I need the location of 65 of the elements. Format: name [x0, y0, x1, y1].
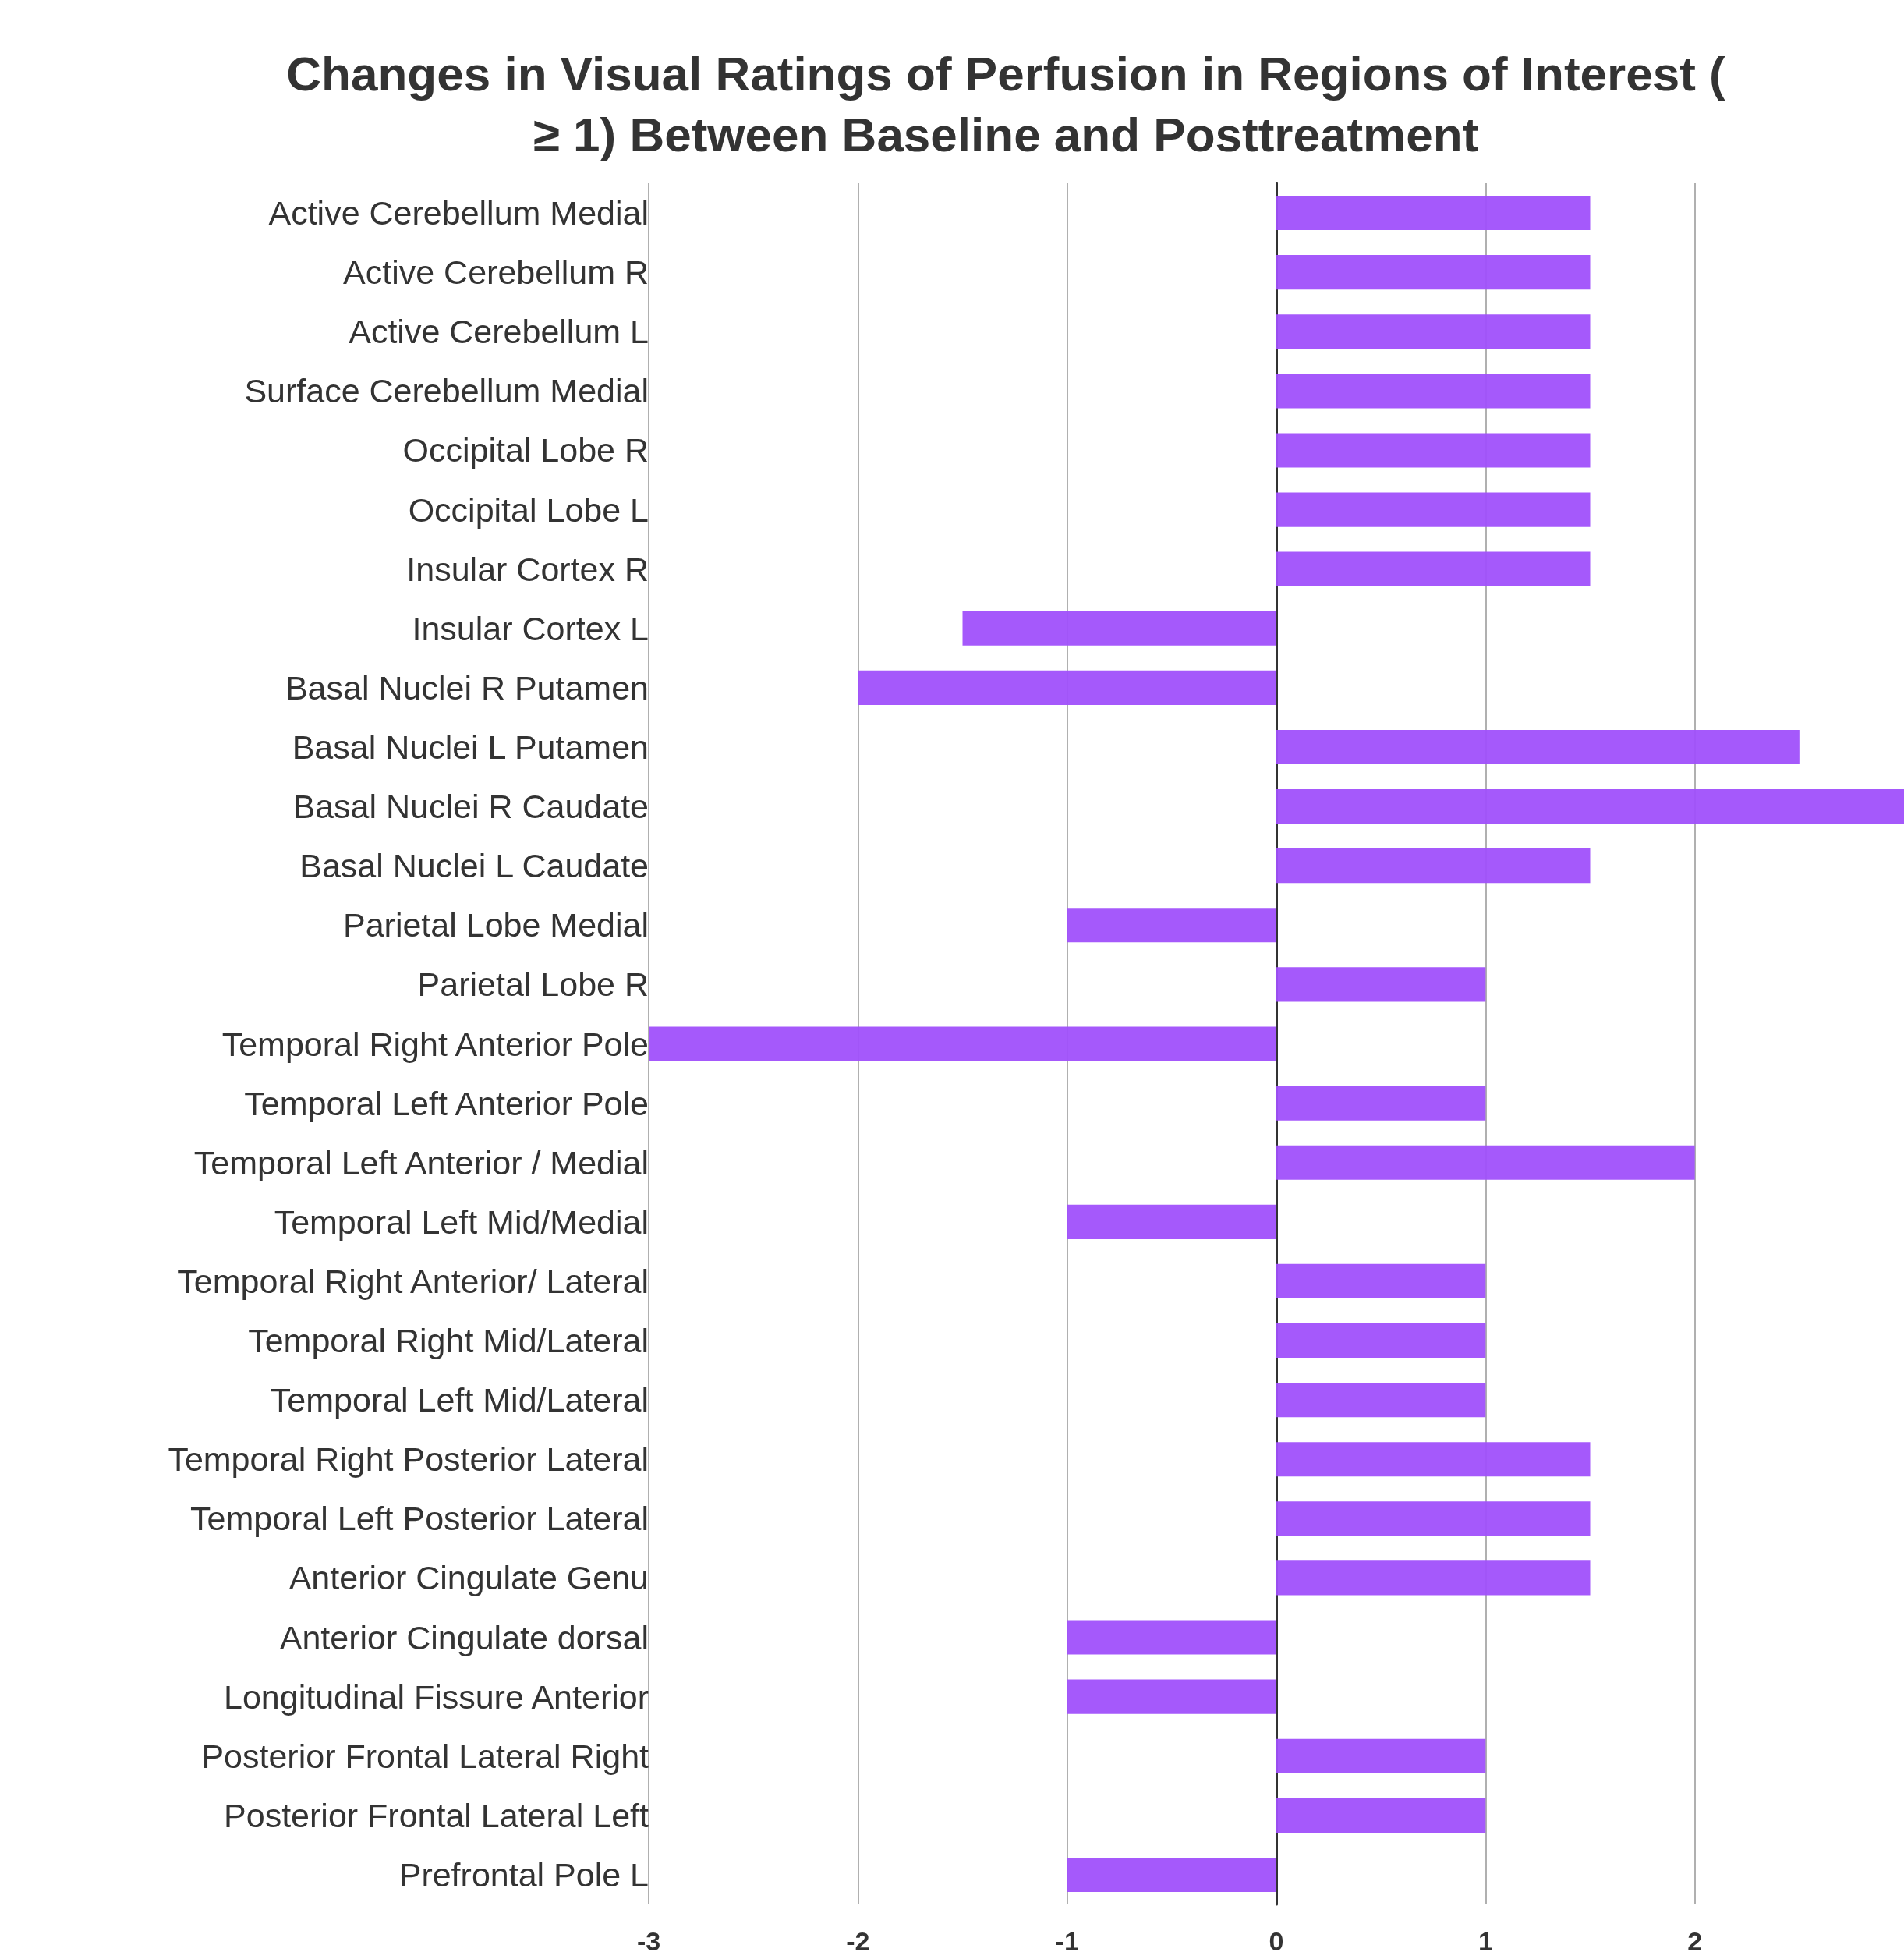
bar — [962, 611, 1276, 646]
x-tick-label: -3 — [636, 1926, 661, 1956]
y-tick-label: Basal Nuclei L Putamen — [292, 728, 649, 766]
bar — [1276, 551, 1591, 586]
y-tick-label: Temporal Right Anterior Pole — [221, 1025, 649, 1063]
y-tick-label: Active Cerebellum L — [349, 313, 649, 351]
y-tick-label: Temporal Right Mid/Lateral — [248, 1322, 649, 1360]
bar — [1276, 1501, 1591, 1536]
y-tick-label: Temporal Right Posterior Lateral — [168, 1440, 649, 1479]
bar — [1276, 1560, 1591, 1596]
y-tick-label: Insular Cortex L — [412, 609, 649, 647]
y-tick-label: Occipital Lobe L — [408, 491, 649, 529]
bar — [1276, 848, 1591, 884]
y-tick-label: Prefrontal Pole L — [398, 1855, 649, 1893]
x-tick-label: 1 — [1478, 1926, 1493, 1956]
y-tick-label: Temporal Left Anterior Pole — [244, 1084, 649, 1122]
bar — [1276, 1145, 1695, 1180]
bar — [1276, 967, 1486, 1002]
x-tick-label: 2 — [1687, 1926, 1703, 1956]
y-tick-label: Posterior Frontal Lateral Left — [224, 1796, 649, 1834]
bar — [1067, 1204, 1276, 1239]
bar — [1276, 255, 1591, 290]
bar — [649, 1026, 1276, 1061]
y-tick-label: Temporal Right Anterior/ Lateral — [177, 1262, 649, 1300]
x-tick-label: -2 — [846, 1926, 870, 1956]
bar — [1276, 729, 1800, 765]
bar — [1276, 1263, 1486, 1298]
bar — [1276, 1383, 1486, 1418]
bar — [1067, 1857, 1276, 1893]
y-tick-label: Occipital Lobe R — [402, 431, 649, 469]
bar — [1276, 1798, 1486, 1833]
y-tick-label: Temporal Left Anterior / Medial — [193, 1143, 649, 1181]
chart-title: Changes in Visual Ratings of Perfusion in Regions of Interest (≥ 1) Between Baseline and Posttreatment — [286, 46, 1726, 161]
bar — [1067, 1620, 1276, 1655]
y-tick-label: Active Cerebellum R — [343, 253, 649, 292]
y-tick-label: Anterior Cingulate dorsal — [279, 1618, 649, 1656]
bar — [858, 670, 1276, 705]
bar — [1067, 1679, 1276, 1714]
bar — [1276, 374, 1591, 409]
y-tick-label: Parietal Lobe R — [417, 965, 649, 1004]
bar — [1276, 1738, 1486, 1773]
y-tick-label: Active Cerebellum Medial — [268, 194, 649, 232]
y-tick-label: Basal Nuclei R Caudate — [292, 788, 649, 826]
y-tick-label: Temporal Left Posterior Lateral — [190, 1500, 649, 1538]
y-tick-label: Temporal Left Mid/Lateral — [270, 1381, 649, 1419]
y-tick-label: Posterior Frontal Lateral Right — [201, 1737, 649, 1775]
y-tick-label: Temporal Left Mid/Medial — [274, 1203, 649, 1241]
y-tick-label: Basal Nuclei R Putamen — [285, 668, 649, 707]
bar — [1276, 1086, 1486, 1121]
bar — [1276, 1442, 1591, 1477]
y-tick-label: Parietal Lobe Medial — [342, 906, 649, 944]
y-tick-label: Basal Nuclei L Caudate — [299, 847, 649, 885]
bar — [1276, 789, 1904, 824]
y-tick-label: Longitudinal Fissure Anterior — [224, 1677, 649, 1716]
y-tick-label: Anterior Cingulate Genu — [288, 1559, 649, 1597]
bar — [1276, 433, 1591, 468]
bar — [1276, 314, 1591, 349]
y-tick-label: Surface Cerebellum Medial — [244, 372, 649, 410]
bar — [1276, 492, 1591, 527]
x-tick-label: 0 — [1269, 1926, 1284, 1956]
bar — [1067, 908, 1276, 943]
bar — [1276, 195, 1591, 231]
bar — [1276, 1323, 1486, 1359]
y-tick-label: Insular Cortex R — [406, 550, 649, 588]
x-tick-label: -1 — [1055, 1926, 1079, 1956]
